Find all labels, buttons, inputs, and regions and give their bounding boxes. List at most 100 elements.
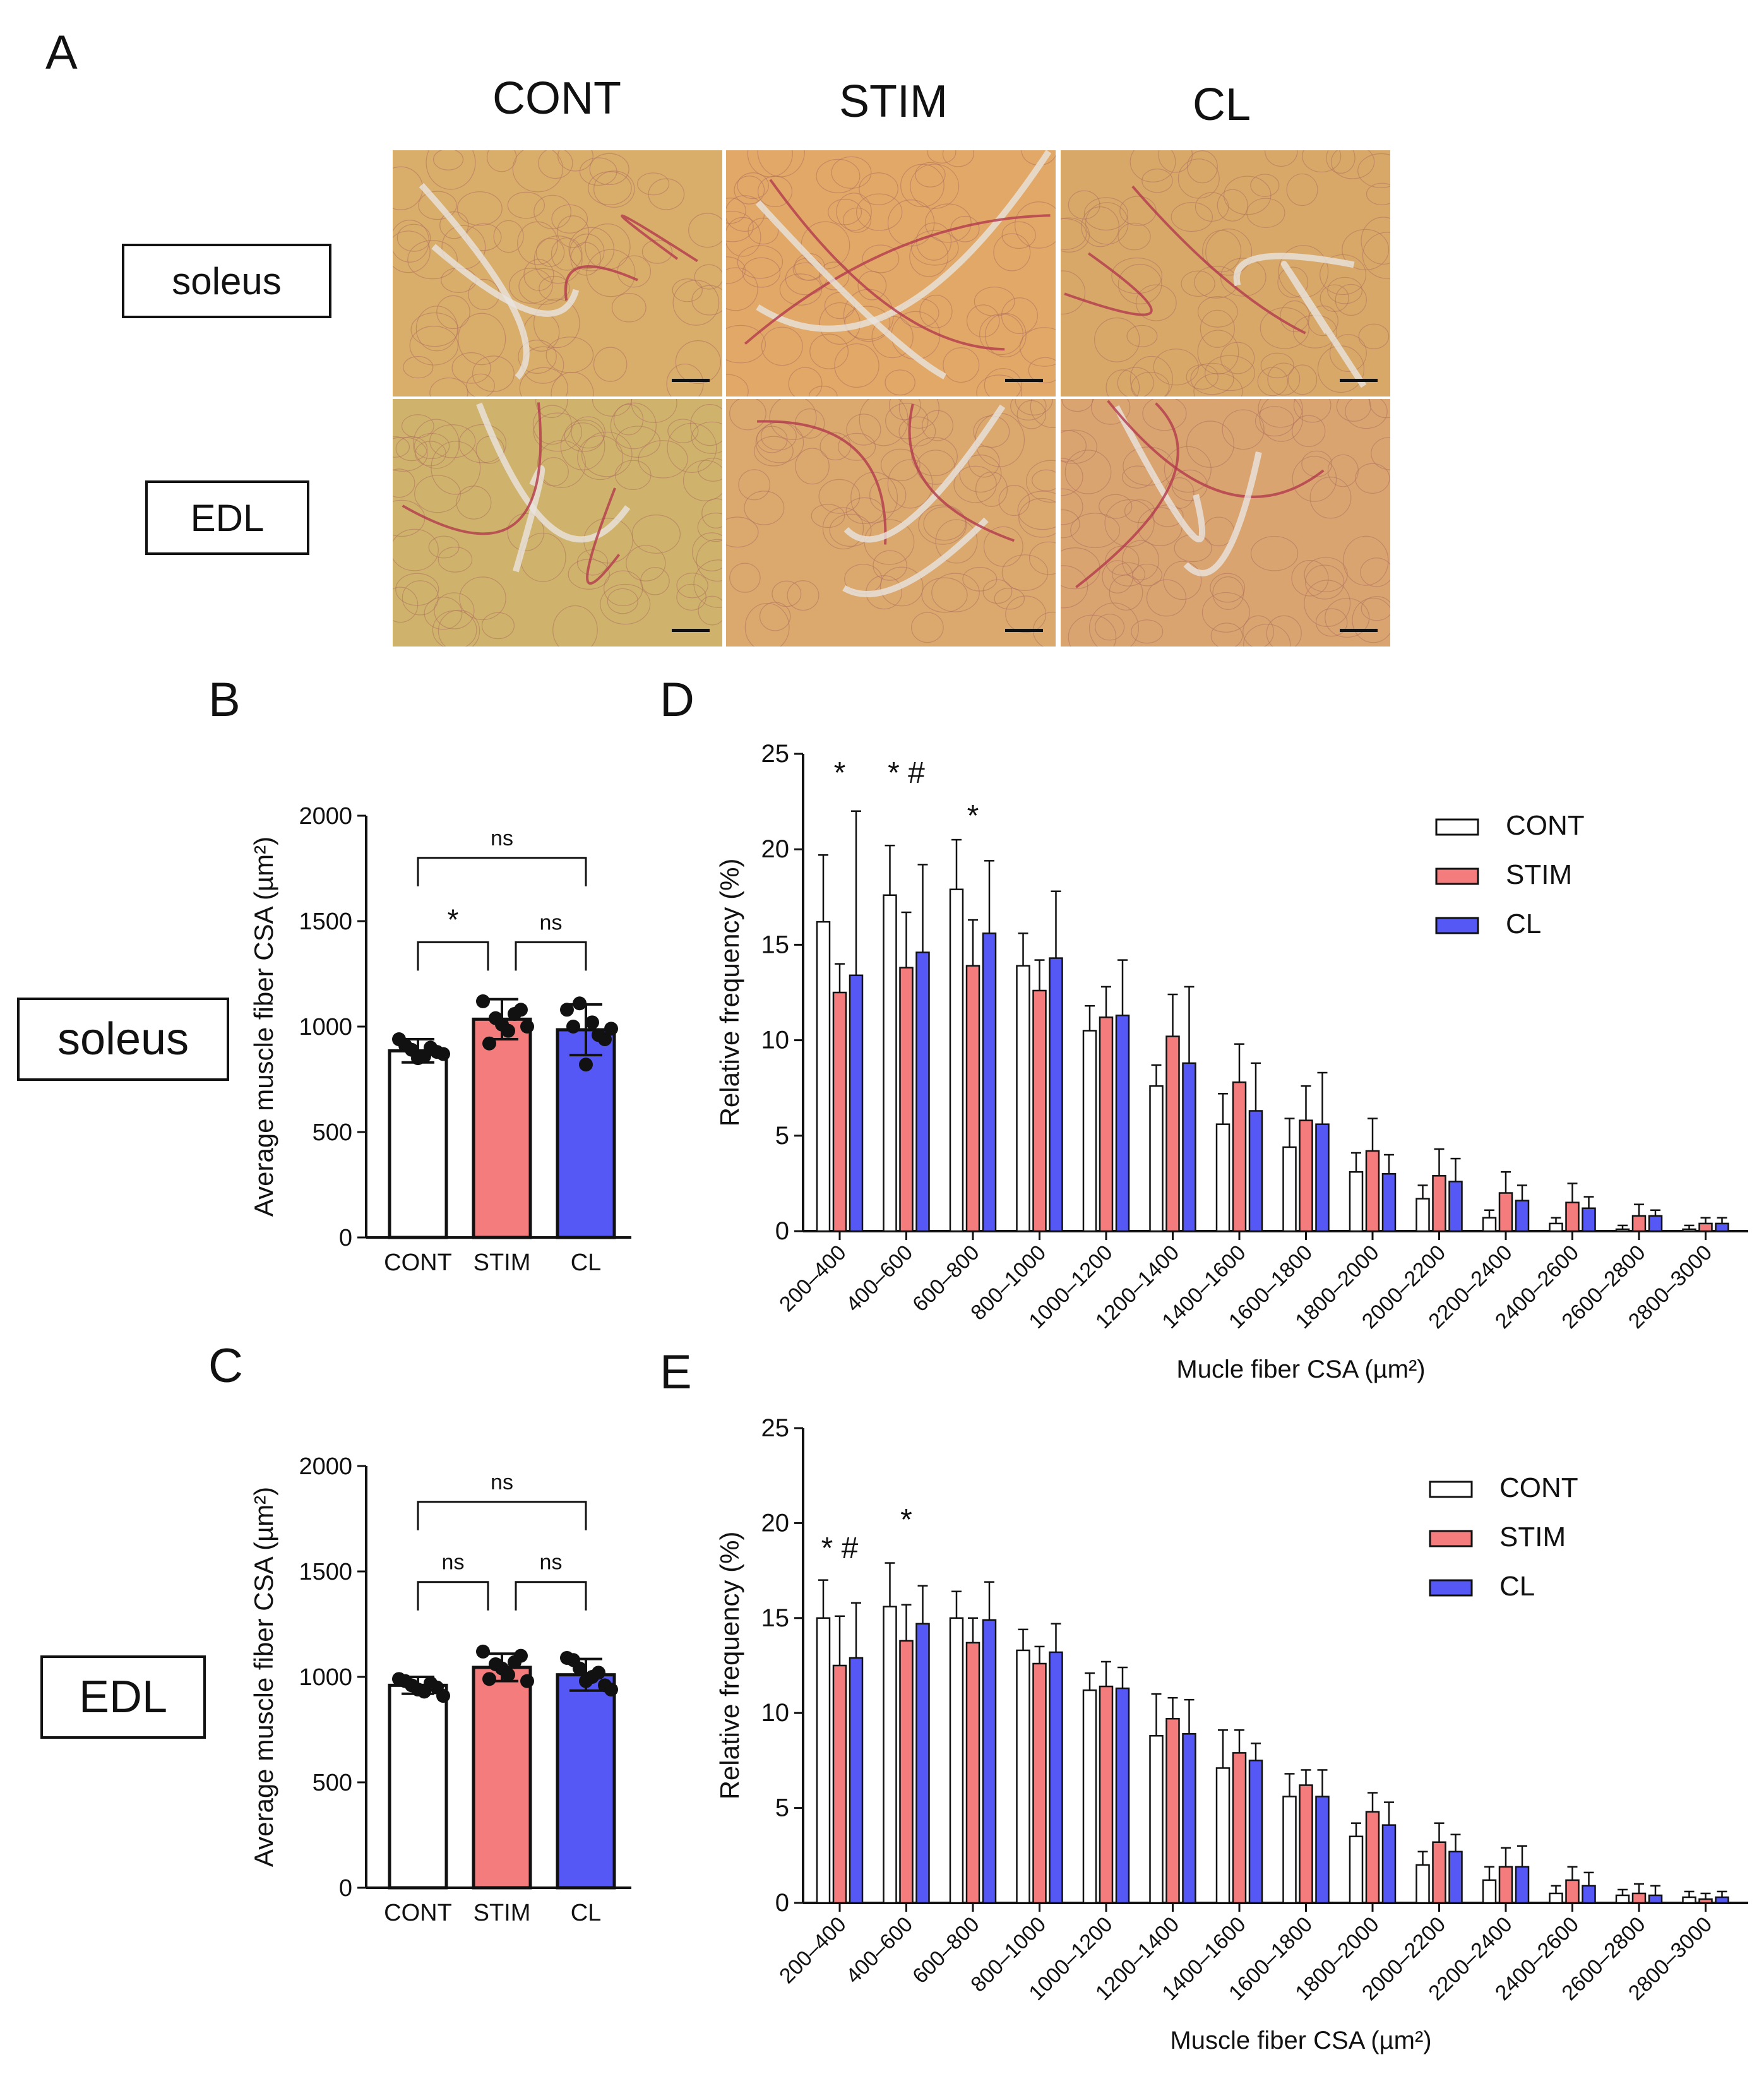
bar-stim [1631, 1892, 1647, 1904]
y-tick-label: 1000 [299, 1664, 352, 1691]
bar-cl [915, 951, 930, 1232]
connective-tissue [757, 420, 887, 545]
muscle-fiber [698, 458, 722, 482]
data-point [579, 1674, 593, 1688]
muscle-fiber [1064, 450, 1112, 494]
data-point [566, 1653, 580, 1667]
muscle-fiber [1293, 399, 1332, 423]
muscle-fiber [1068, 614, 1117, 647]
muscle-fiber [395, 436, 428, 462]
muscle-fiber [393, 230, 431, 273]
bar-stim [1565, 1879, 1580, 1904]
muscle-fiber [1260, 307, 1309, 349]
bar-stim [1299, 1119, 1313, 1232]
muscle-fiber [1302, 150, 1342, 173]
bar-stim [832, 991, 847, 1232]
muscle-fiber [1315, 608, 1348, 637]
data-point [592, 1028, 605, 1042]
muscle-fiber [1222, 409, 1265, 450]
data-point [398, 1674, 412, 1688]
bar-stim [1365, 1150, 1380, 1232]
x-axis-label: Mucle fiber CSA (µm²) [1176, 1356, 1425, 1383]
micrograph-edl-cl [1061, 399, 1390, 647]
bar-cl [1381, 1824, 1397, 1904]
muscle-fiber [887, 459, 933, 509]
muscle-fiber [568, 559, 611, 590]
bar-stim [1498, 1192, 1513, 1232]
bar-cont [1349, 1835, 1364, 1904]
muscle-fiber [795, 448, 830, 485]
muscle-fiber [560, 422, 605, 470]
micrograph-soleus-cont [393, 150, 722, 396]
muscle-fiber [648, 178, 685, 210]
bar-stim [1565, 1201, 1580, 1232]
muscle-fiber [871, 316, 914, 359]
muscle-fiber [1016, 400, 1046, 429]
muscle-fiber [850, 472, 898, 524]
muscle-fiber [600, 583, 651, 625]
muscle-fiber [844, 306, 891, 340]
y-tick-label: 5 [775, 1794, 789, 1822]
muscle-fiber [943, 347, 980, 383]
y-tick-label: 1000 [299, 1014, 352, 1040]
connective-tissue [1113, 405, 1206, 543]
muscle-fiber [1090, 399, 1131, 425]
muscle-fiber [1070, 513, 1121, 548]
muscle-fiber [1201, 592, 1250, 633]
bar-cl [1248, 1760, 1263, 1904]
muscle-fiber [1309, 477, 1352, 519]
muscle-fiber [564, 419, 604, 452]
connective-tissue [431, 244, 580, 317]
x-tick-label: CONT [384, 1900, 452, 1926]
muscle-fiber [676, 573, 708, 599]
muscle-fiber [1202, 230, 1242, 273]
muscle-fiber [856, 193, 903, 231]
muscle-fiber [1220, 258, 1266, 297]
muscle-fiber [1369, 399, 1390, 419]
muscle-fiber [1094, 317, 1140, 362]
y-tick-label: 10 [761, 1699, 790, 1727]
muscle-fiber [592, 399, 632, 417]
muscle-fiber [1061, 488, 1083, 525]
bar-cl [1715, 1222, 1729, 1232]
muscle-fiber [1291, 560, 1329, 597]
muscle-fiber [1361, 596, 1390, 621]
muscle-fiber [1358, 323, 1390, 350]
muscle-fiber [610, 402, 657, 450]
muscle-fiber [697, 513, 722, 542]
muscle-fiber [637, 172, 670, 196]
muscle-fiber [921, 577, 968, 613]
bar-cont [816, 921, 831, 1232]
muscle-fiber [1083, 197, 1128, 231]
bar-cont [1482, 1217, 1497, 1232]
data-point [436, 1689, 450, 1703]
muscle-fiber [410, 312, 459, 347]
column-header-cl: CL [1192, 80, 1251, 130]
muscle-fiber [838, 432, 876, 461]
muscle-fiber [769, 399, 817, 440]
data-point [520, 1020, 534, 1034]
significance-annotation: * # [821, 1532, 859, 1565]
muscle-fiber [493, 220, 524, 253]
legend-swatch-stim [1435, 867, 1479, 885]
muscle-fiber [1336, 399, 1371, 422]
bar-stim [1099, 1685, 1114, 1904]
muscle-fiber [523, 259, 554, 291]
bar-cl [982, 933, 997, 1232]
y-tick-label: 500 [313, 1770, 352, 1796]
muscle-fiber [672, 280, 720, 326]
muscle-fiber [1015, 399, 1053, 415]
bar-cont [1215, 1123, 1231, 1232]
muscle-fiber [734, 176, 765, 205]
bar-cont [1149, 1085, 1164, 1232]
muscle-fiber [922, 410, 954, 441]
x-tick-label: 200–400 [775, 1912, 850, 1988]
muscle-fiber [1329, 334, 1367, 372]
y-axis-label: Average muscle fiber CSA (µm²) [249, 1487, 278, 1867]
muscle-fiber [1026, 460, 1056, 503]
muscle-fiber [1010, 399, 1047, 420]
muscle-fiber [613, 403, 644, 436]
muscle-fiber [432, 150, 464, 170]
muscle-fiber [1019, 327, 1056, 367]
micrograph-background [1061, 150, 1390, 396]
